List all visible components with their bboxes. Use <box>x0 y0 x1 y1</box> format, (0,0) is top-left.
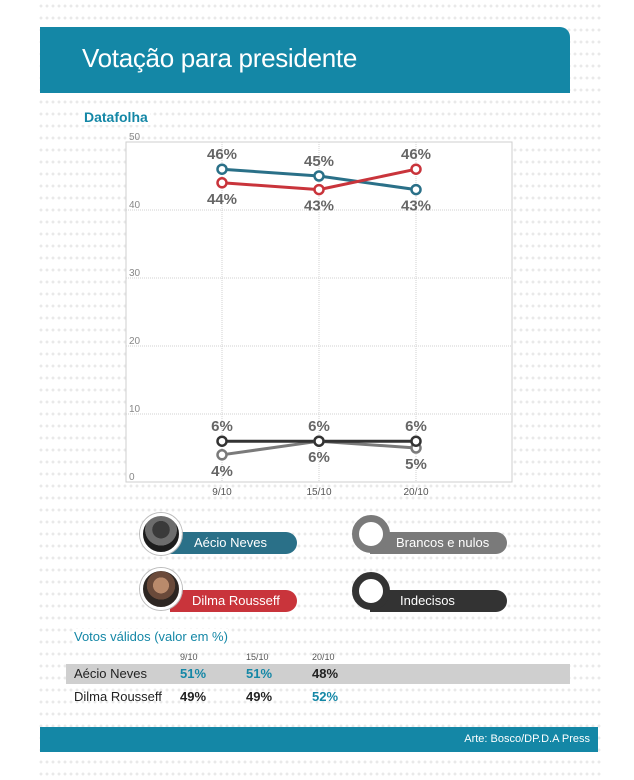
data-label: 6% <box>211 418 233 435</box>
legend-aecio: Aécio Neves <box>170 532 297 554</box>
table-cell: 51% <box>246 666 273 681</box>
data-point <box>216 435 228 447</box>
data-point <box>216 163 228 175</box>
brancos-ring-icon <box>352 515 390 553</box>
y-tick-label: 50 <box>129 132 141 143</box>
data-label: 4% <box>211 463 233 480</box>
y-tick-label: 0 <box>129 472 135 483</box>
page-title: Votação para presidente <box>82 43 357 73</box>
data-point <box>216 449 228 461</box>
table-row-highlight <box>66 664 570 684</box>
table-cell: 52% <box>312 689 339 704</box>
table-title: Votos válidos (valor em %) <box>74 629 228 644</box>
table-row-name: Dilma Rousseff <box>74 689 162 704</box>
data-label: 46% <box>401 146 431 163</box>
data-label: 44% <box>207 191 237 208</box>
data-point <box>410 435 422 447</box>
legend-brancos: Brancos e nulos <box>370 532 507 554</box>
y-tick-label: 10 <box>129 404 141 415</box>
data-point <box>216 177 228 189</box>
data-point <box>410 163 422 175</box>
legend-aecio-label: Aécio Neves <box>194 535 267 550</box>
data-label: 6% <box>405 418 427 435</box>
table-cell: 49% <box>180 689 207 704</box>
aecio-avatar <box>140 513 182 555</box>
data-point <box>313 170 325 182</box>
legend-dilma: Dilma Rousseff <box>170 590 297 612</box>
legend-brancos-label: Brancos e nulos <box>396 535 490 550</box>
line-chart: 0 10 20 30 40 50 9/10 15/10 20/10 46% 45% 43% 44% 43%… <box>125 132 513 498</box>
table-cell: 51% <box>180 666 207 681</box>
table-col-header: 9/10 <box>180 652 198 662</box>
x-tick-label: 15/10 <box>306 487 331 498</box>
data-label: 6% <box>308 418 330 435</box>
data-label: 46% <box>207 146 237 163</box>
y-tick-label: 20 <box>129 336 141 347</box>
x-tick-label: 9/10 <box>212 487 232 498</box>
legend-indecisos-label: Indecisos <box>400 593 455 608</box>
x-tick-label: 20/10 <box>403 487 428 498</box>
data-label: 43% <box>304 198 334 215</box>
data-label: 5% <box>405 456 427 473</box>
data-point <box>313 183 325 196</box>
header-banner: Votação para presidente <box>40 27 570 93</box>
table-cell: 49% <box>246 689 273 704</box>
y-tick-label: 40 <box>129 200 141 211</box>
data-point <box>313 435 325 447</box>
dilma-avatar <box>140 568 182 610</box>
source-label: Datafolha <box>82 109 150 125</box>
legend-indecisos: Indecisos <box>370 590 507 612</box>
table-col-header: 15/10 <box>246 652 269 662</box>
y-tick-label: 30 <box>129 268 141 279</box>
table-cell: 48% <box>312 666 339 681</box>
data-point <box>410 183 422 196</box>
footer-credit: Arte: Bosco/DP.D.A Press <box>464 733 590 745</box>
indecisos-ring-icon <box>352 572 390 610</box>
legend-dilma-label: Dilma Rousseff <box>192 593 280 608</box>
table-row-name: Aécio Neves <box>74 666 147 681</box>
table-col-header: 20/10 <box>312 652 335 662</box>
data-label: 45% <box>304 153 334 170</box>
data-label: 43% <box>401 198 431 215</box>
data-label: 6% <box>308 449 330 466</box>
footer-bar: Arte: Bosco/DP.D.A Press <box>40 727 598 752</box>
